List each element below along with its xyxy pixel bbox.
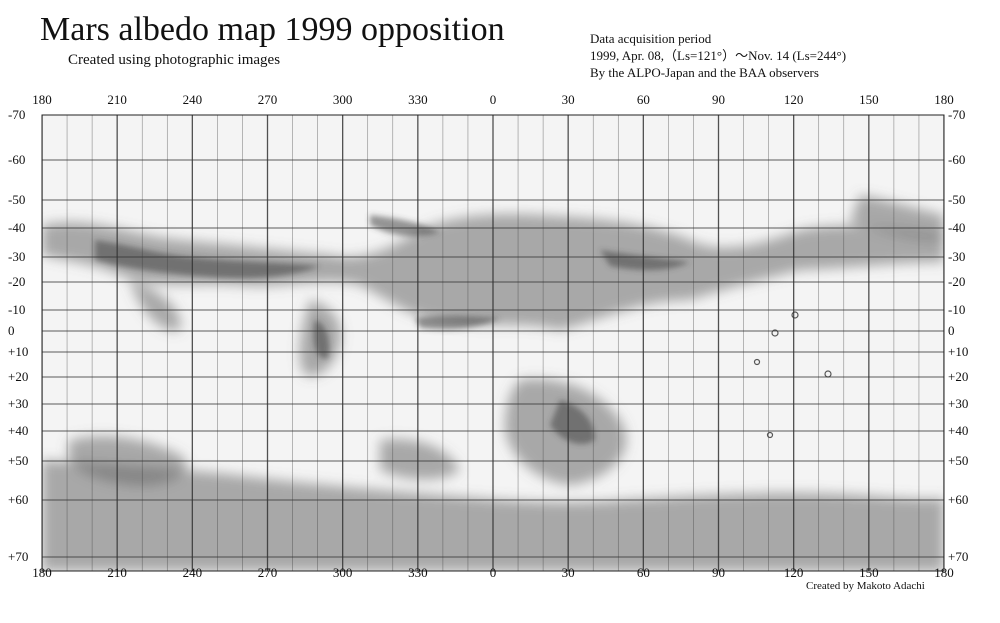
latitude-label-right: +70 bbox=[948, 549, 969, 564]
latitude-label-left: -70 bbox=[8, 107, 26, 122]
acquisition-info: Data acquisition period 1999, Apr. 08,（L… bbox=[590, 30, 846, 81]
latitude-label-left: -10 bbox=[8, 302, 26, 317]
longitude-label-top: 60 bbox=[636, 92, 650, 107]
longitude-label-top: 120 bbox=[783, 92, 804, 107]
latitude-label-right: -10 bbox=[948, 302, 966, 317]
info-line-dates: 1999, Apr. 08,（Ls=121°）～Nov. 14 (Ls=244°… bbox=[590, 48, 847, 63]
latitude-label-left: -20 bbox=[8, 274, 26, 289]
craters bbox=[753, 311, 832, 439]
latitude-label-right: +20 bbox=[948, 369, 969, 384]
latitude-label-right: -60 bbox=[948, 152, 966, 167]
info-line-period-heading: Data acquisition period bbox=[590, 31, 712, 46]
latitude-label-left: 0 bbox=[8, 323, 15, 338]
latitude-label-right: +40 bbox=[948, 423, 969, 438]
latitude-label-right: +10 bbox=[948, 344, 969, 359]
latitude-label-left: +10 bbox=[8, 344, 29, 359]
longitude-label-bottom: 180 bbox=[934, 565, 954, 580]
longitude-label-top: 180 bbox=[32, 92, 52, 107]
longitude-label-bottom: 60 bbox=[636, 565, 650, 580]
latitude-label-left: -60 bbox=[8, 152, 26, 167]
latitude-label-left: -30 bbox=[8, 249, 26, 264]
longitude-label-top: 90 bbox=[712, 92, 725, 107]
latitude-label-left: +40 bbox=[8, 423, 29, 438]
longitude-label-bottom: 270 bbox=[257, 565, 278, 580]
longitude-label-bottom: 300 bbox=[332, 565, 353, 580]
longitude-label-top: 300 bbox=[332, 92, 353, 107]
latitude-label-left: +30 bbox=[8, 396, 29, 411]
longitude-label-bottom: 330 bbox=[408, 565, 428, 580]
longitude-label-top: 330 bbox=[408, 92, 428, 107]
map-frame bbox=[41, 114, 945, 572]
latitude-label-right: -70 bbox=[948, 107, 966, 122]
longitude-label-top: 30 bbox=[561, 92, 575, 107]
latitude-label-right: -20 bbox=[948, 274, 966, 289]
map-title: Mars albedo map 1999 opposition bbox=[40, 11, 505, 48]
longitude-label-bottom: 240 bbox=[182, 565, 203, 580]
longitude-label-top: 180 bbox=[934, 92, 954, 107]
latitude-label-left: -40 bbox=[8, 220, 26, 235]
latitude-label-left: +50 bbox=[8, 453, 29, 468]
author-credit: Created by Makoto Adachi bbox=[806, 580, 925, 592]
latitude-label-right: -40 bbox=[948, 220, 966, 235]
longitude-label-bottom: 210 bbox=[107, 565, 127, 580]
latitude-label-right: +30 bbox=[948, 396, 969, 411]
longitude-label-bottom: 120 bbox=[783, 565, 804, 580]
dark-regions-core bbox=[95, 215, 690, 445]
latitude-label-left: +60 bbox=[8, 492, 29, 507]
map-subtitle: Created using photographic images bbox=[68, 52, 281, 68]
info-line-observers: By the ALPO-Japan and the BAA observers bbox=[590, 65, 819, 80]
latitude-label-right: +60 bbox=[948, 492, 969, 507]
latitude-label-right: 0 bbox=[948, 323, 955, 338]
latitude-label-left: -50 bbox=[8, 192, 26, 207]
longitude-label-top: 240 bbox=[182, 92, 203, 107]
latitude-label-right: -30 bbox=[948, 249, 966, 264]
latitude-label-right: -50 bbox=[948, 192, 966, 207]
longitude-label-bottom: 180 bbox=[32, 565, 52, 580]
latitude-label-left: +20 bbox=[8, 369, 29, 384]
longitude-label-bottom: 0 bbox=[489, 565, 497, 580]
longitude-label-top: 0 bbox=[489, 92, 497, 107]
longitude-label-bottom: 150 bbox=[859, 565, 879, 580]
longitude-label-bottom: 90 bbox=[712, 565, 725, 580]
latitude-label-left: +70 bbox=[8, 549, 29, 564]
latitude-label-right: +50 bbox=[948, 453, 969, 468]
longitude-label-bottom: 30 bbox=[561, 565, 575, 580]
longitude-label-top: 270 bbox=[257, 92, 278, 107]
longitude-label-top: 150 bbox=[859, 92, 879, 107]
longitude-label-top: 210 bbox=[107, 92, 127, 107]
map-grid bbox=[42, 115, 944, 571]
